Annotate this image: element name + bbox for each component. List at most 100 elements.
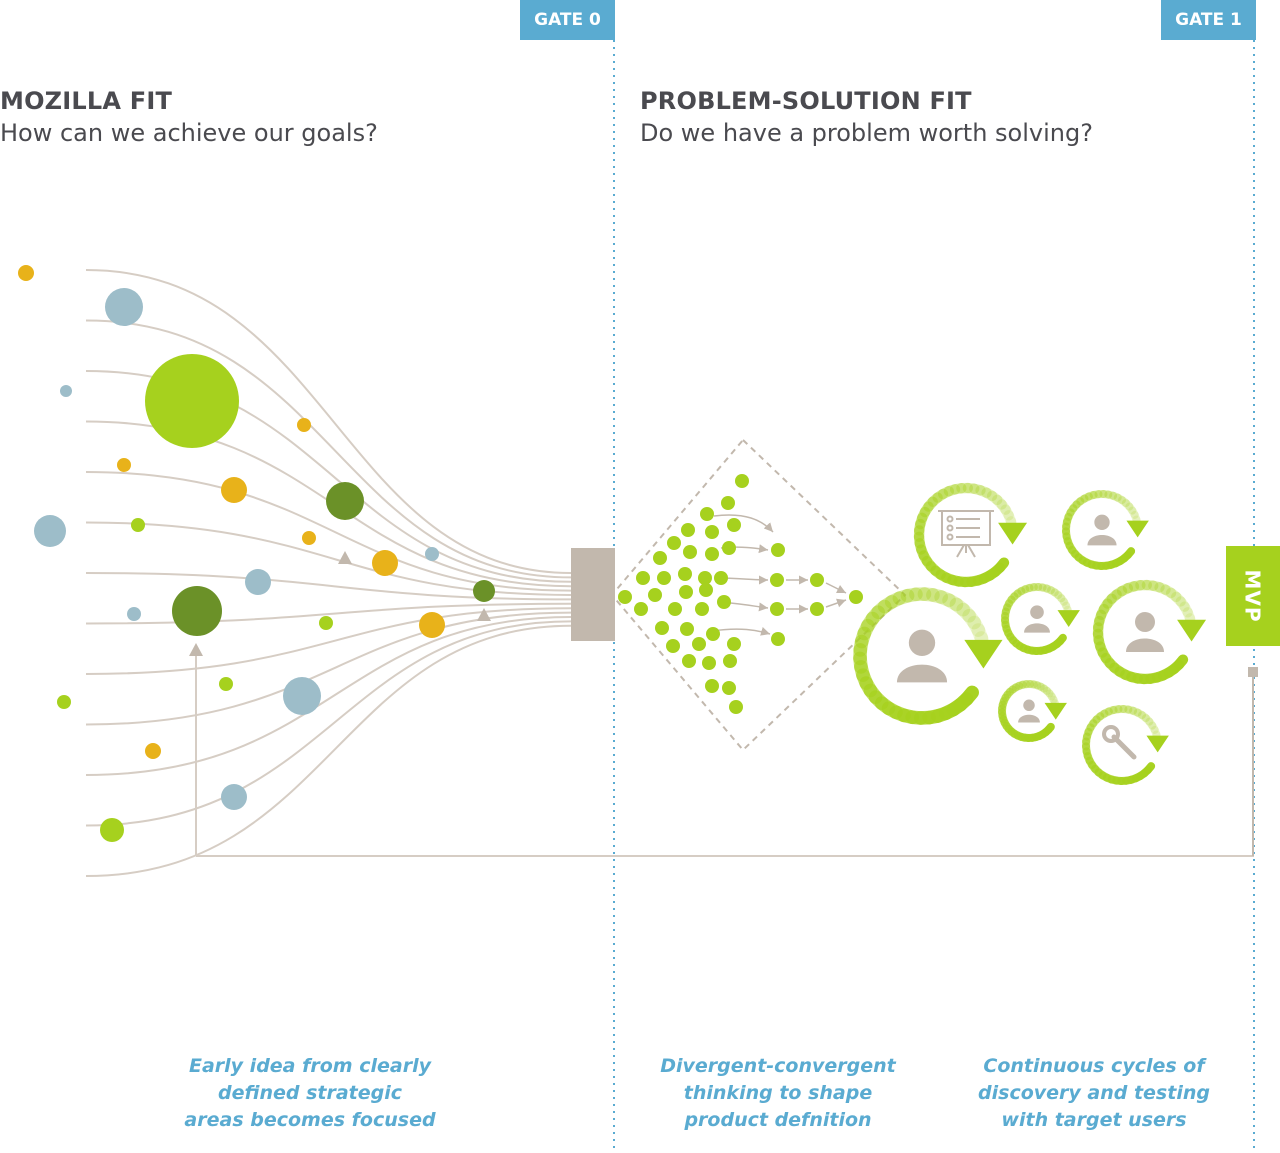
timeline-arrow-head <box>189 643 203 656</box>
idea-circle <box>34 515 66 547</box>
arrow-icon <box>1146 736 1168 753</box>
funnel-line <box>86 321 571 578</box>
problem-solution-title: PROBLEM-SOLUTION FIT <box>640 86 1093 116</box>
idea-dot <box>717 595 731 609</box>
idea-circle <box>117 458 131 472</box>
caption-line: with target users <box>964 1107 1224 1134</box>
idea-dot <box>705 547 719 561</box>
idea-dot <box>729 700 743 714</box>
idea-dot <box>653 551 667 565</box>
idea-dot <box>706 627 720 641</box>
idea-dot <box>705 525 719 539</box>
idea-dot <box>667 536 681 550</box>
cycle-ring-segment <box>1128 551 1131 555</box>
presentation-board-icon <box>938 511 994 557</box>
cycles-caption: Continuous cycles of discovery and testi… <box>964 1053 1224 1134</box>
idea-dot <box>699 583 713 597</box>
discovery-cycle <box>860 594 1002 718</box>
idea-dot <box>735 474 749 488</box>
idea-circle <box>326 482 364 520</box>
direction-marker <box>477 608 491 621</box>
idea-circle <box>221 477 247 503</box>
idea-dot <box>722 541 736 555</box>
idea-dot <box>655 621 669 635</box>
caption-line: Divergent-convergent <box>650 1053 906 1080</box>
problem-solution-subtitle: Do we have a problem worth solving? <box>640 116 1093 150</box>
idea-circle <box>297 418 311 432</box>
direction-marker <box>338 551 352 564</box>
idea-circle <box>105 288 143 326</box>
mozilla-fit-heading: MOZILLA FIT How can we achieve our goals… <box>0 86 378 150</box>
idea-circle <box>145 354 239 448</box>
cycle-ring-segment <box>967 692 972 699</box>
idea-dot <box>770 573 784 587</box>
idea-dot <box>771 543 785 557</box>
wrench-icon <box>1104 727 1134 757</box>
idea-circle <box>18 265 34 281</box>
idea-circle <box>473 580 495 602</box>
mvp-label: MVP <box>1241 569 1265 622</box>
idea-dot <box>721 496 735 510</box>
idea-circle <box>127 607 141 621</box>
idea-dot <box>700 507 714 521</box>
flow-arrow <box>712 629 770 634</box>
idea-dot <box>714 571 728 585</box>
caption-line: thinking to shape <box>650 1080 906 1107</box>
discovery-cycle <box>1005 587 1080 651</box>
mozilla-fit-title: MOZILLA FIT <box>0 86 378 116</box>
arrow-icon <box>1045 703 1067 720</box>
idea-circle <box>372 550 398 576</box>
idea-dot <box>727 518 741 532</box>
cycle-ring-segment <box>1048 727 1050 730</box>
idea-circle <box>302 531 316 545</box>
idea-dot <box>657 571 671 585</box>
idea-circle <box>283 677 321 715</box>
idea-dot <box>770 602 784 616</box>
mozilla-fit-subtitle: How can we achieve our goals? <box>0 116 378 150</box>
idea-circle <box>419 612 445 638</box>
idea-circle <box>57 695 71 709</box>
idea-circle <box>172 586 222 636</box>
discovery-cycle <box>1098 585 1206 679</box>
funnel-line <box>86 523 571 596</box>
funnel-lines <box>86 270 571 876</box>
idea-dot <box>705 679 719 693</box>
cycle-ring-segment <box>1179 660 1183 665</box>
idea-dot <box>682 654 696 668</box>
idea-dot <box>849 590 863 604</box>
caption-line: discovery and testing <box>964 1080 1224 1107</box>
idea-dot <box>666 639 680 653</box>
discovery-cycle <box>1002 684 1067 738</box>
idea-dot <box>668 602 682 616</box>
mvp-axis-marker <box>1248 667 1258 677</box>
cycle-ring-segment <box>1060 638 1063 641</box>
user-icon <box>897 630 947 683</box>
idea-dot <box>634 602 648 616</box>
caption-line: areas becomes focused <box>170 1107 450 1134</box>
idea-circle <box>219 677 233 691</box>
mvp-badge: MVP <box>1226 546 1280 646</box>
idea-dot <box>810 602 824 616</box>
idea-dot <box>678 567 692 581</box>
idea-dot <box>702 656 716 670</box>
idea-dot <box>648 588 662 602</box>
idea-dot <box>683 545 697 559</box>
idea-dot <box>680 622 694 636</box>
flow-arrow <box>826 583 846 593</box>
cycle-ring-segment <box>1000 563 1004 568</box>
idea-circle <box>245 569 271 595</box>
arrow-icon <box>1057 610 1079 627</box>
flow-arrow <box>714 515 773 532</box>
idea-circle <box>145 743 161 759</box>
caption-line: product defnition <box>650 1107 906 1134</box>
discovery-cycle <box>919 488 1027 582</box>
idea-dot <box>727 637 741 651</box>
idea-circle <box>319 616 333 630</box>
idea-dot <box>681 523 695 537</box>
arrow-icon <box>964 640 1002 669</box>
caption-line: Early idea from clearly <box>170 1053 450 1080</box>
idea-circle <box>221 784 247 810</box>
idea-dot <box>618 590 632 604</box>
idea-dot <box>692 637 706 651</box>
idea-dot <box>698 571 712 585</box>
